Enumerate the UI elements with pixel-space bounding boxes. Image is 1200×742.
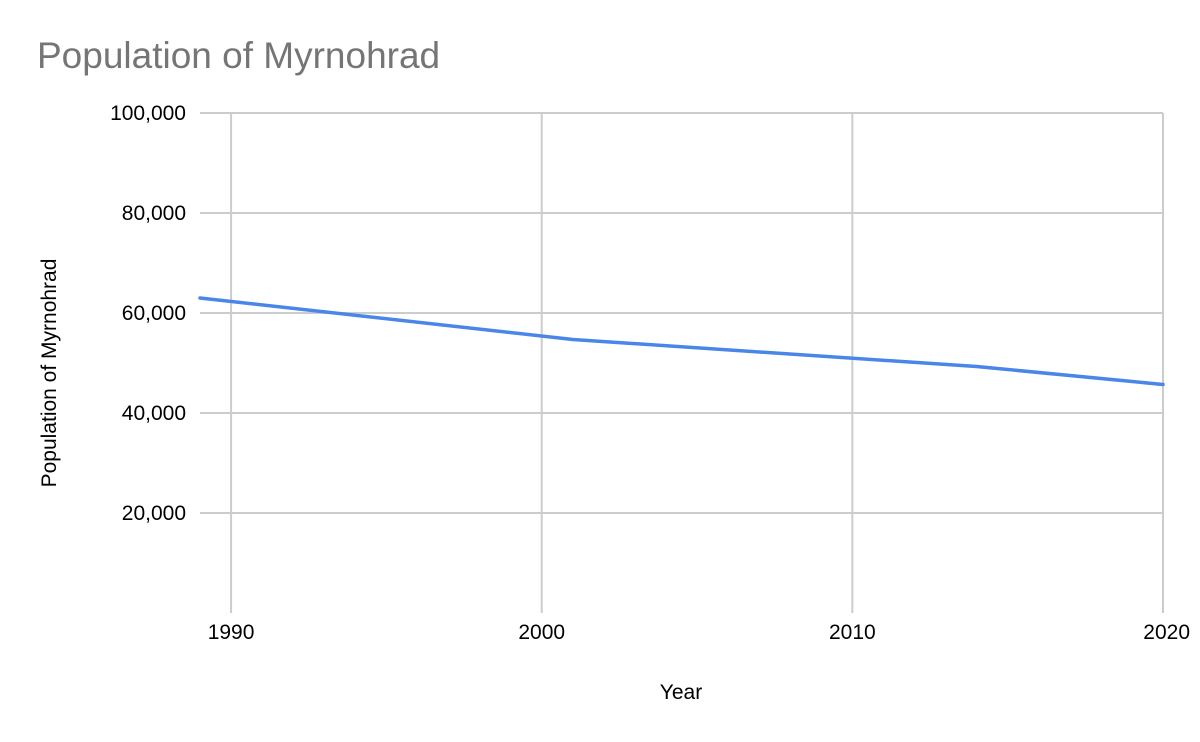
y-axis-ticks: 20,000 40,000 60,000 80,000 100,000 (110, 102, 186, 525)
y-tick-label: 60,000 (122, 302, 186, 325)
x-tick-label: 2000 (518, 621, 565, 644)
x-tick-label: 2010 (829, 621, 876, 644)
x-tick-label: 1990 (208, 621, 255, 644)
chart-title: Population of Myrnohrad (37, 35, 440, 76)
x-axis-ticks: 1990 2000 2010 2020 (208, 621, 1190, 644)
series-line-population (198, 296, 1165, 387)
y-tick-label: 20,000 (122, 502, 186, 525)
y-tick-label: 80,000 (122, 202, 186, 225)
y-axis-title: Population of Myrnohrad (38, 259, 61, 488)
gridlines (200, 112, 1164, 613)
y-tick-label: 100,000 (110, 102, 186, 125)
x-axis-title: Year (660, 681, 702, 704)
y-tick-label: 40,000 (122, 402, 186, 425)
x-tick-label: 2020 (1143, 621, 1190, 644)
series-group (198, 296, 1165, 387)
